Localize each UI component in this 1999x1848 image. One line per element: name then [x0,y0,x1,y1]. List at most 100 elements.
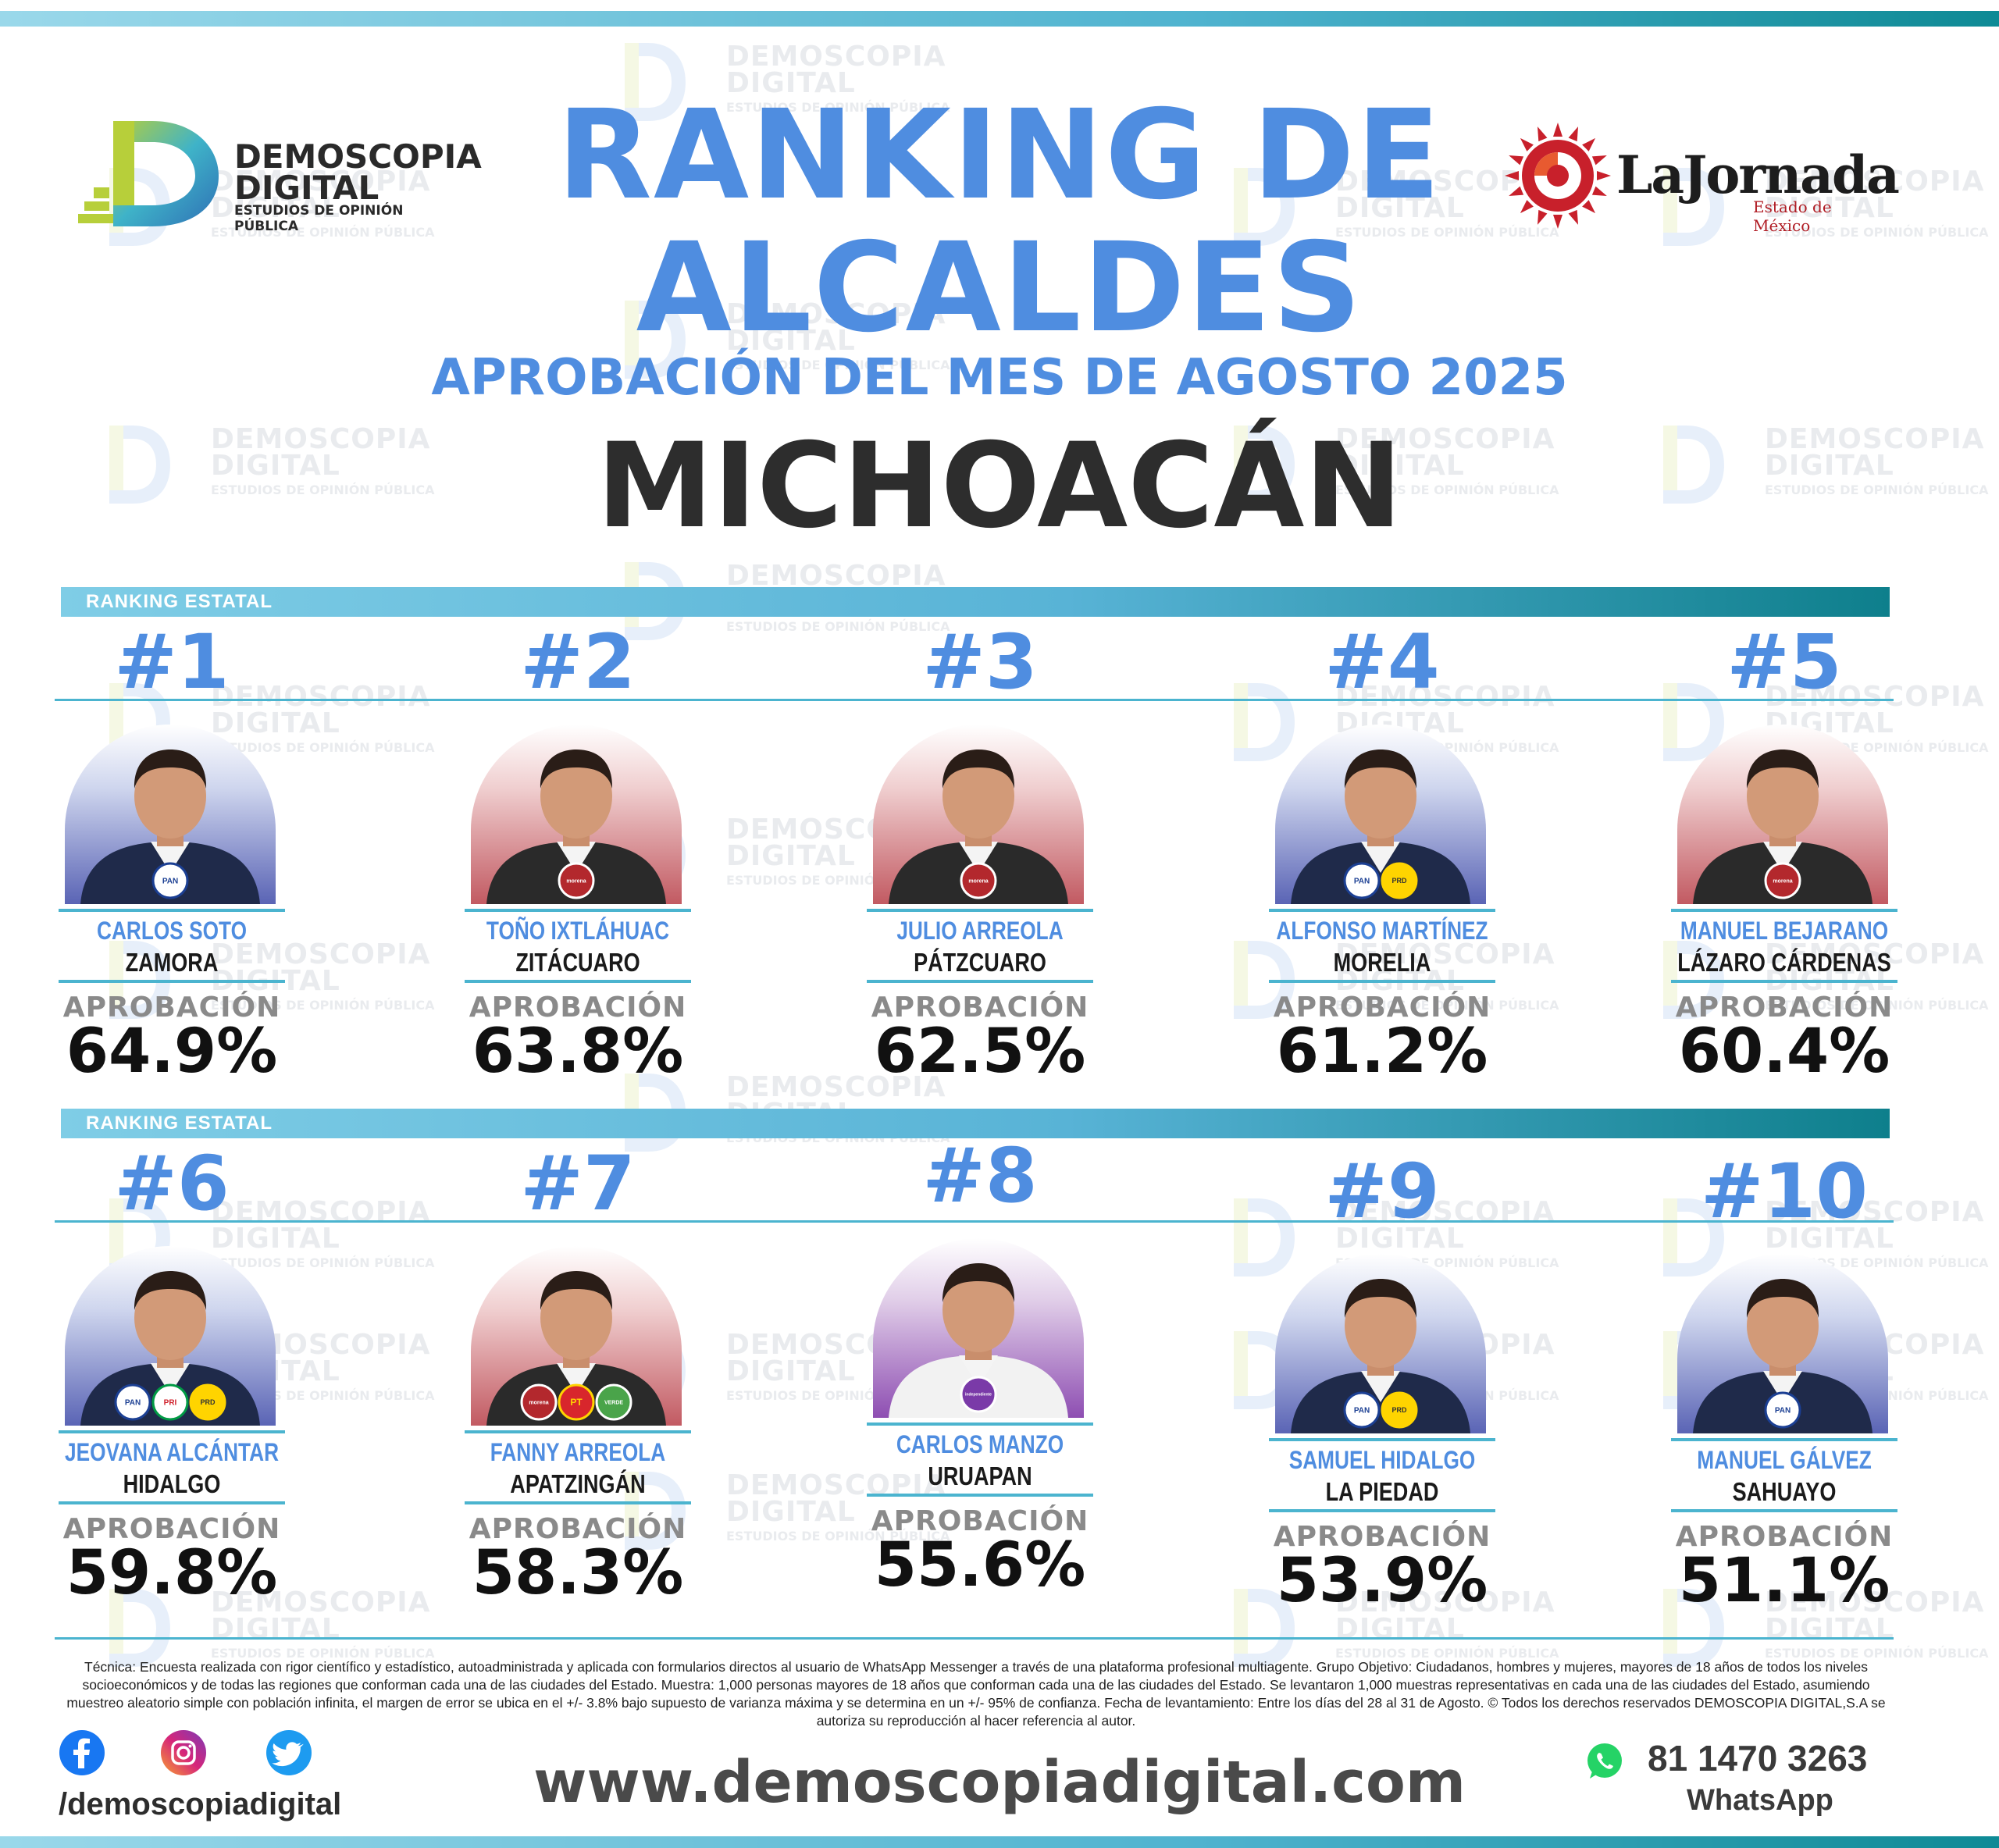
svg-text:PAN: PAN [1775,1406,1791,1415]
ranking-bar-bottom: RANKING ESTATAL [61,1109,1890,1138]
card-divider-top [59,909,285,912]
mayor-city: ZITÁCUARO [515,948,640,977]
watermark-line2: DIGITAL [726,1496,856,1528]
svg-text:morena: morena [529,1400,548,1405]
mayor-photo: PAN [65,725,276,904]
mayor-photo: morena PT VERDE [471,1246,682,1426]
approval-label: APROBACIÓN [469,992,687,1024]
mayor-name: CARLOS SOTO [97,917,247,945]
card-divider-top [465,1430,691,1433]
instagram-icon[interactable] [160,1729,207,1776]
approval-value: 53.9% [1276,1546,1488,1616]
watermark-line1: DEMOSCOPIA [726,41,946,73]
card-divider-bottom [1671,980,1897,983]
card-divider-bottom [59,1501,285,1504]
card-divider-top [1671,909,1897,912]
approval-value: 64.9% [66,1017,278,1087]
party-badge-icon: PAN [1343,1391,1381,1429]
title-line2: ALCALDES [636,216,1363,360]
footer-divider [55,1637,1894,1640]
rank-row-line-bottom [55,1220,1894,1223]
approval-label: APROBACIÓN [62,992,281,1024]
rank-number: #9 [1324,1148,1440,1235]
svg-text:PRI: PRI [164,1398,177,1407]
svg-text:PRD: PRD [200,1398,216,1406]
mayor-photo-icon [1291,750,1470,904]
card-divider-bottom [867,980,1093,983]
mayor-name: CARLOS MANZO [896,1430,1064,1458]
mayor-name: SAMUEL HIDALGO [1288,1446,1476,1474]
state-title: MICHOACÁN [597,418,1402,554]
card-divider-bottom [867,1494,1093,1497]
svg-text:PAN: PAN [162,877,178,885]
mayor-card: #8 independiente CARLOS MANZO URUAPAN APROBA… [867,1138,1093,1596]
social-handle[interactable]: /demoscopiadigital [59,1787,342,1821]
svg-text:morena: morena [566,878,586,884]
watermark-line2: DIGITAL [726,840,856,872]
mayor-city: URUAPAN [928,1462,1032,1490]
mayor-card: #6 PAN PRI PRD JEOVANA ALCÁNTAR HIDALGO APROBA… [59,1146,285,1604]
approval-label: APROBACIÓN [469,1513,687,1545]
mayor-card: #10 PAN MANUEL GÁLVEZ SAHUAYO APROBACIÓN 51.1… [1671,1154,1897,1611]
rank-number: #5 [1726,618,1842,706]
logo-line3: ESTUDIOS DE OPINIÓN PÚBLICA [234,203,404,234]
ranking-bar-label: RANKING ESTATAL [86,1113,273,1134]
svg-text:morena: morena [968,878,988,884]
party-badges: PAN PRD [1343,862,1418,899]
party-badge-icon: morena [558,862,595,899]
whatsapp-phone[interactable]: 81 1470 3263 [1648,1738,1868,1779]
mayor-city: LÁZARO CÁRDENAS [1677,948,1891,977]
card-divider-top [867,1422,1093,1426]
party-badges: PAN [1764,1391,1801,1429]
twitter-icon[interactable] [265,1729,312,1776]
card-divider-top [465,909,691,912]
party-badge-icon: PAN [114,1383,151,1421]
party-badges: PAN PRD [1343,1391,1418,1429]
social-links: /demoscopiadigital [59,1729,371,1823]
bottom-accent-bar [0,1836,1999,1848]
watermark-line2: DIGITAL [1765,1613,1894,1645]
party-badges: morena [960,862,997,899]
website-link[interactable]: www.demoscopiadigital.com [533,1749,1466,1816]
svg-text:PAN: PAN [125,1398,141,1407]
mayor-city: MORELIA [1333,948,1431,977]
mayor-city: PÁTZCUARO [914,948,1046,977]
approval-value: 61.2% [1276,1017,1488,1087]
mayor-card: #1 PAN CARLOS SOTO ZAMORA APROBACIÓN 64.9% [59,625,285,1082]
rank-number: #6 [114,1140,230,1227]
party-badges: morena PT VERDE [520,1383,632,1421]
mayor-city: HIDALGO [123,1469,221,1498]
rank-row-line-top [55,699,1894,701]
whatsapp-contact: 81 1470 3263 WhatsApp [1585,1737,1913,1831]
party-badges: PAN PRI PRD [114,1383,226,1421]
whatsapp-icon[interactable] [1585,1742,1624,1781]
methodology-note: Técnica: Encuesta realizada con rigor ci… [66,1659,1886,1729]
mayor-name: MANUEL GÁLVEZ [1697,1446,1872,1474]
lajornada-sub: Estado de México [1753,198,1832,235]
party-badges: morena [558,862,595,899]
facebook-icon[interactable] [59,1729,105,1776]
rank-number: #1 [114,618,230,706]
party-badge-icon: PRD [189,1383,226,1421]
card-divider-bottom [1269,980,1495,983]
mayor-card: #9 PAN PRD SAMUEL HIDALGO LA PIEDAD APROBACIÓ… [1269,1154,1495,1611]
mayor-photo: PAN PRD [1275,1254,1486,1433]
approval-label: APROBACIÓN [871,992,1089,1024]
party-badge-icon: PAN [1764,1391,1801,1429]
mayor-card: #4 PAN PRD ALFONSO MARTÍNEZ MORELIA APROBACIÓ… [1269,625,1495,1082]
svg-text:PRD: PRD [1391,877,1407,885]
mayor-city: APATZINGÁN [510,1469,646,1498]
watermark-line2: DIGITAL [1335,1613,1465,1645]
mayor-name: MANUEL BEJARANO [1680,917,1889,945]
card-divider-bottom [1671,1509,1897,1512]
lajornada-name: LaJornada [1616,144,1900,205]
mayor-photo: PAN [1677,1254,1888,1433]
mayor-city: SAHUAYO [1732,1477,1837,1506]
card-divider-top [1671,1438,1897,1441]
party-badge-icon: PRD [1381,1391,1418,1429]
approval-value: 51.1% [1678,1546,1890,1616]
mayor-name: JEOVANA ALCÁNTAR [64,1438,280,1466]
ranking-bar-top: RANKING ESTATAL [61,587,1890,617]
party-badge-icon: PRI [151,1383,189,1421]
svg-text:PAN: PAN [1354,1406,1370,1415]
